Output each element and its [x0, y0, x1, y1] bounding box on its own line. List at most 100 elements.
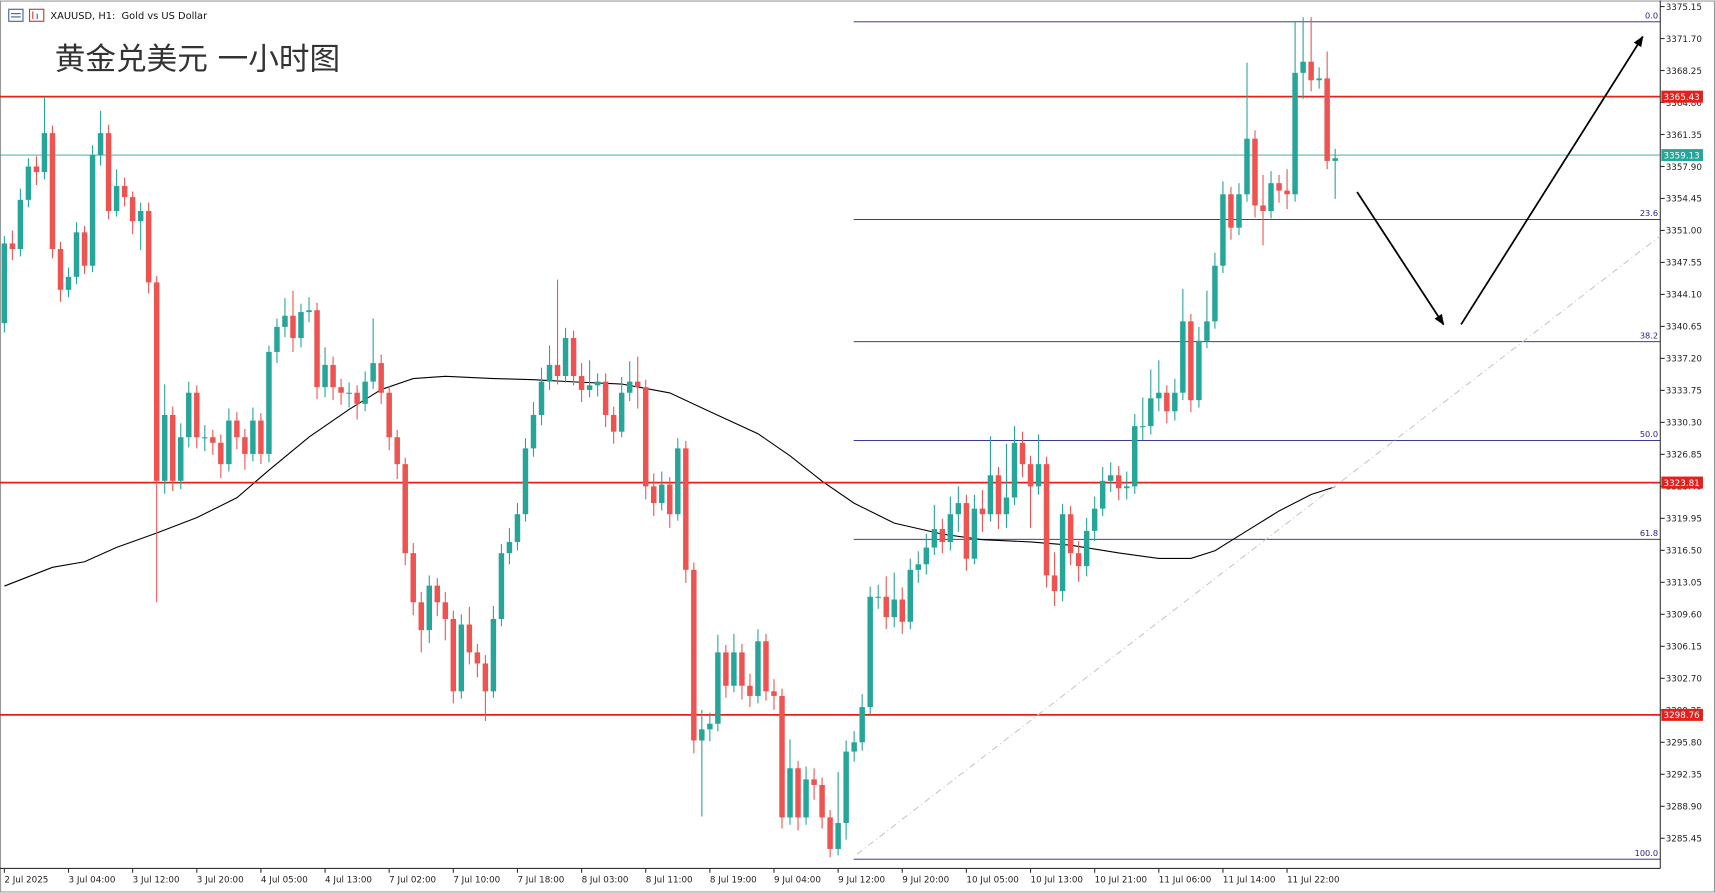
y-tick-label: 3326.85	[1666, 451, 1702, 461]
candle-body	[755, 641, 761, 696]
candle-body	[514, 514, 521, 543]
y-tick-label: 3306.15	[1666, 643, 1702, 653]
candle-body	[1292, 72, 1298, 195]
candle-body	[899, 599, 905, 622]
candle-body	[137, 210, 144, 222]
y-tick-label: 3357.90	[1666, 163, 1702, 173]
candle-body	[25, 166, 32, 200]
candle-body	[707, 723, 713, 730]
candle-body	[450, 618, 457, 692]
candle-body	[1, 243, 8, 324]
candle-body	[795, 768, 801, 818]
candle-body	[715, 652, 721, 724]
y-tick-label: 3344.10	[1666, 291, 1702, 301]
candle-body	[354, 392, 360, 404]
x-tick-label: 7 Jul 18:00	[517, 876, 564, 886]
candle-body	[129, 197, 136, 222]
candle-body	[1332, 158, 1338, 161]
candle-body	[1123, 486, 1130, 489]
candle-body	[282, 315, 288, 327]
candle-body	[955, 503, 962, 515]
candle-body	[979, 508, 986, 515]
candle-body	[1083, 530, 1090, 567]
candle-body	[1180, 321, 1186, 393]
candle-body	[963, 503, 970, 559]
candle-body	[731, 652, 737, 686]
trend-line	[856, 235, 1661, 855]
candle-body	[723, 652, 729, 686]
price-level-box	[1661, 708, 1703, 721]
x-tick-label: 3 Jul 04:00	[69, 876, 116, 886]
candle-body	[194, 392, 200, 438]
candle-body	[73, 232, 80, 277]
candle-body	[65, 276, 72, 290]
y-tick-label: 3330.30	[1666, 419, 1702, 429]
arrow-up	[1460, 35, 1644, 325]
candle-body	[1043, 464, 1050, 576]
candle-body	[867, 596, 873, 708]
candle-body	[33, 166, 40, 173]
x-tick-label: 11 Jul 14:00	[1223, 876, 1275, 886]
candle-body	[370, 363, 376, 382]
candle-body	[1011, 442, 1018, 498]
y-tick-label: 3295.80	[1666, 739, 1702, 749]
candle-body	[250, 420, 256, 454]
x-tick-label: 9 Jul 12:00	[838, 876, 885, 886]
candle-body	[346, 392, 352, 394]
candle-body	[474, 652, 481, 664]
x-tick-label: 10 Jul 13:00	[1031, 876, 1083, 886]
candle-body	[466, 624, 473, 653]
candle-body	[875, 596, 881, 598]
y-tick-label: 3351.00	[1666, 227, 1702, 237]
candle-body	[1051, 575, 1058, 592]
candle-body	[57, 249, 64, 290]
candle-body	[482, 663, 489, 692]
candle-body	[410, 553, 416, 603]
candle-body	[578, 376, 585, 390]
candle-body	[290, 315, 296, 339]
candle-body	[691, 569, 697, 741]
candle-body	[1196, 340, 1202, 401]
candle-body	[202, 437, 208, 439]
symbol-label: XAUUSD, H1: Gold vs US Dollar	[50, 11, 208, 22]
candle-body	[522, 448, 529, 515]
x-tick-label: 10 Jul 05:00	[966, 876, 1018, 886]
candle-body	[675, 448, 681, 515]
x-tick-label: 9 Jul 20:00	[902, 876, 949, 886]
x-tick-label: 8 Jul 11:00	[646, 876, 693, 886]
candle-body	[1284, 190, 1290, 195]
x-tick-label: 8 Jul 19:00	[710, 876, 757, 886]
candle-body	[17, 199, 24, 250]
candle-body	[1019, 442, 1026, 465]
price-level-box	[1661, 149, 1703, 162]
candle-body	[1091, 508, 1098, 531]
candle-body	[859, 707, 865, 743]
candle-body	[41, 133, 48, 173]
x-tick-label: 4 Jul 13:00	[325, 876, 372, 886]
candle-body	[498, 553, 505, 619]
candle-body	[1035, 464, 1042, 487]
candle-body	[418, 602, 424, 631]
y-tick-label: 3288.90	[1666, 803, 1702, 813]
y-tick-label: 3292.35	[1666, 771, 1702, 781]
candle-body	[178, 437, 184, 481]
candle-body	[1276, 183, 1282, 191]
candle-body	[1140, 426, 1146, 428]
candle-body	[153, 282, 160, 481]
candle-body	[274, 326, 280, 352]
candle-body	[907, 569, 914, 622]
y-tick-label: 3361.35	[1666, 131, 1702, 141]
x-tick-label: 7 Jul 02:00	[389, 876, 436, 886]
candle-body	[434, 585, 441, 603]
y-tick-label: 3333.75	[1666, 387, 1702, 397]
x-tick-label: 10 Jul 21:00	[1095, 876, 1147, 886]
candle-body	[811, 779, 817, 785]
candle-body	[1268, 183, 1274, 211]
candle-body	[787, 768, 793, 818]
candle-body	[49, 133, 56, 250]
y-tick-label: 3309.60	[1666, 611, 1702, 621]
candle-body	[362, 381, 368, 404]
candle-body	[218, 442, 224, 465]
candle-body	[530, 414, 537, 449]
